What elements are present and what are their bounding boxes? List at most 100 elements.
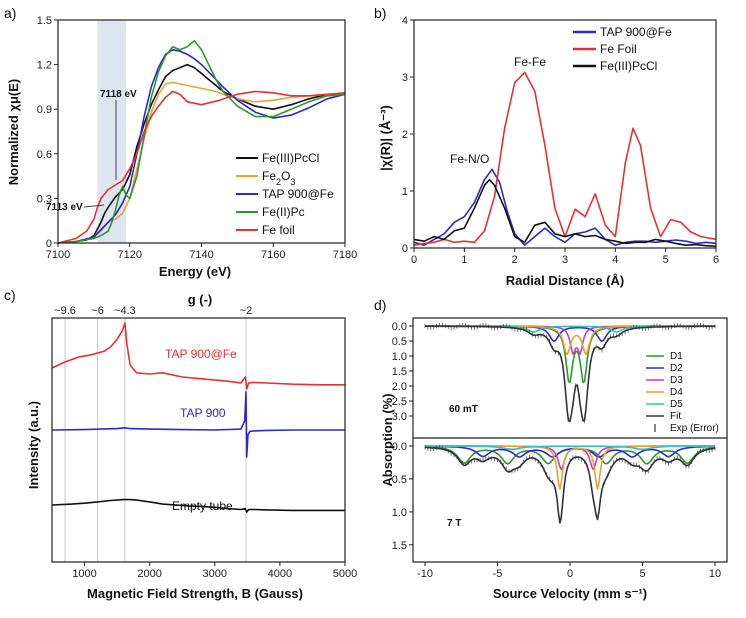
panel-d-legend-label-4: D5 xyxy=(670,399,683,410)
panel-d-subplot-0-component-2 xyxy=(425,325,715,355)
panel-b-ylabel: |χ(R)| (Å⁻³) xyxy=(378,105,393,171)
panel-d-subplot-1-fit xyxy=(424,446,716,524)
panel-b-ytick-label: 2 xyxy=(402,129,408,141)
label-tap900: TAP 900 xyxy=(180,406,226,420)
panel-d-xtick-label: 0 xyxy=(567,568,573,580)
panel-d-xtick-label: 10 xyxy=(709,568,721,580)
panel-b-series xyxy=(413,71,717,248)
panel-a-series-line-2 xyxy=(57,48,346,244)
panel-b-axes: 0 1 2 3 4 5 6 0 1 2 3 4 xyxy=(402,15,719,266)
panel-a-ytick-label: 0.9 xyxy=(37,104,52,116)
panel-b-xtick-label: 5 xyxy=(663,254,669,266)
label-empty-tube: Empty tube xyxy=(172,499,233,513)
panel-d-xlabel: Source Velocity (mm s⁻¹) xyxy=(493,586,647,601)
panel-d-axes: 0.0 0.5 1.0 1.5 2.0 2.5 3.0 0.0 0.5 1.0 1.5 -10 -5 0 5… xyxy=(392,317,728,580)
panel-a-label: a) xyxy=(4,5,16,21)
panel-c-g-mark-label-0: ~9.6 xyxy=(54,305,76,317)
panel-b-ytick-label: 4 xyxy=(402,15,408,27)
panel-d-subplot-1-ytick-label: 0.0 xyxy=(392,441,407,453)
subplot-label-60mt: 60 mT xyxy=(449,404,478,415)
panel-b-xtick-label: 3 xyxy=(562,254,568,266)
panel-c-xtick-label: 4000 xyxy=(268,568,292,580)
panel-b-series-line-2 xyxy=(413,178,717,248)
panel-c-g-mark-label-1: ~6 xyxy=(91,305,104,317)
panel-b-legend-label-1: Fe Foil xyxy=(600,42,637,56)
panel-d-subplot-0-ytick-label: 2.0 xyxy=(392,381,407,393)
panel-d-legend-label-6: Exp (Error) xyxy=(670,423,719,434)
panel-d-xtick-label: -5 xyxy=(493,568,503,580)
panel-c-series-line-0 xyxy=(51,322,345,390)
panel-d-legend-label-1: D2 xyxy=(670,363,683,374)
panel-c-label: c) xyxy=(4,287,16,303)
panel-b-legend-label-2: Fe(III)PcCl xyxy=(600,59,657,73)
panel-c: c) g (-) ~9.6 ~6 ~4.3 ~2 1000 2000 3000 4000 50… xyxy=(4,287,357,601)
panel-b-xlabel: Radial Distance (Å) xyxy=(506,273,624,288)
panel-d-subplot-0-ytick-label: 3.0 xyxy=(392,411,407,423)
panel-a-axes: 7100 7120 7140 7160 7180 0 0.3 0.6 0.9 1.2 1.5 xyxy=(37,15,358,261)
panel-d-ylabel: Absorption (%) xyxy=(380,393,395,486)
panel-c-g-mark-label-2: ~4.3 xyxy=(114,305,136,317)
panel-a-ytick-label: 0 xyxy=(46,238,52,250)
panel-d-subplot-0-ytick-label: 2.5 xyxy=(392,396,407,408)
panel-b: b) 0 1 2 3 4 5 6 0 1 2 3 4 Radial Distance (Å) |χ(R… xyxy=(374,5,719,288)
panel-b-ytick-label: 0 xyxy=(402,243,408,255)
panel-b-label: b) xyxy=(374,5,386,21)
panel-a-ytick-label: 1.5 xyxy=(37,15,52,27)
panel-a-legend-label-1: Fe2O3 xyxy=(262,169,295,187)
panel-d-xtick-label: -10 xyxy=(417,568,433,580)
panel-c-series-line-2 xyxy=(51,498,345,513)
panel-d-label: d) xyxy=(374,297,386,313)
panel-d-subplot-0-ytick-label: 0.0 xyxy=(392,321,407,333)
panel-a-series-line-3 xyxy=(57,40,346,244)
panel-a-xlabel: Energy (eV) xyxy=(159,264,231,279)
panel-d-subplot-1-component-3 xyxy=(425,445,715,490)
panel-d-legend-label-3: D4 xyxy=(670,387,683,398)
panel-b-legend-label-0: TAP 900@Fe xyxy=(600,25,672,39)
panel-a-legend-label-0: Fe(III)PcCl xyxy=(262,151,319,165)
panel-a-ytick-label: 0.3 xyxy=(37,193,52,205)
annotation-7113-line xyxy=(83,204,105,208)
panel-a-legend-label-4: Fe foil xyxy=(262,223,295,237)
panel-c-xlabel: Magnetic Field Strength, B (Gauss) xyxy=(87,586,303,601)
label-tap900-fe: TAP 900@Fe xyxy=(165,347,237,361)
panel-d-xtick-label: 5 xyxy=(639,568,645,580)
panel-d-legend-label-5: Fit xyxy=(670,411,681,422)
panel-c-xtick-label: 1000 xyxy=(72,568,96,580)
panel-d: d) 0.0 0.5 1.0 1.5 2.0 2.5 3.0 0.0 0.5 1.0 1.5 -10 -… xyxy=(374,297,728,601)
panel-c-top-axis-label: g (-) xyxy=(188,292,213,307)
panel-a-series-line-4 xyxy=(57,90,346,244)
panel-c-series-line-1 xyxy=(51,391,345,458)
panel-b-xtick-label: 4 xyxy=(612,254,618,266)
panel-c-xtick-label: 3000 xyxy=(203,568,227,580)
panel-b-legend: TAP 900@Fe Fe Foil Fe(III)PcCl xyxy=(573,25,672,73)
panel-d-legend-label-2: D3 xyxy=(670,375,683,386)
annotation-7113: 7113 eV xyxy=(46,202,83,213)
panel-d-subplot-0-ytick-label: 1.5 xyxy=(392,366,407,378)
annotation-7118: 7118 eV xyxy=(100,89,137,100)
panel-a-shaded-region xyxy=(97,20,127,243)
annotation-fe-fe: Fe-Fe xyxy=(514,55,546,69)
panel-c-g-marks: ~9.6 ~6 ~4.3 ~2 xyxy=(54,305,252,562)
panel-c-g-mark-label-3: ~2 xyxy=(240,305,253,317)
panel-a-xtick-label: 7120 xyxy=(118,249,142,261)
panel-a-ylabel: Normalized χμ(E) xyxy=(6,79,21,185)
panel-a-xtick-label: 7100 xyxy=(46,249,70,261)
panel-a-legend-label-2: TAP 900@Fe xyxy=(262,187,334,201)
panel-b-series-line-0 xyxy=(413,168,717,246)
panel-c-xtick-label: 5000 xyxy=(333,568,357,580)
panel-a-xtick-label: 7160 xyxy=(261,249,285,261)
panel-b-xtick-label: 2 xyxy=(512,254,518,266)
panel-a-ytick-label: 1.2 xyxy=(37,60,52,72)
panel-a-xtick-label: 7140 xyxy=(189,249,213,261)
panel-a-annotations: 7118 eV 7113 eV xyxy=(46,89,137,213)
panel-b-xtick-label: 0 xyxy=(411,254,417,266)
panel-d-series xyxy=(424,322,716,524)
annotation-fe-no: Fe-N/O xyxy=(450,152,489,166)
panel-d-subplot-1-ytick-label: 0.5 xyxy=(392,474,407,486)
panel-d-legend-label-0: D1 xyxy=(670,351,683,362)
panel-c-series xyxy=(51,322,345,513)
panel-d-subplot-0-fit xyxy=(425,325,715,423)
panel-c-xtick-label: 2000 xyxy=(137,568,161,580)
